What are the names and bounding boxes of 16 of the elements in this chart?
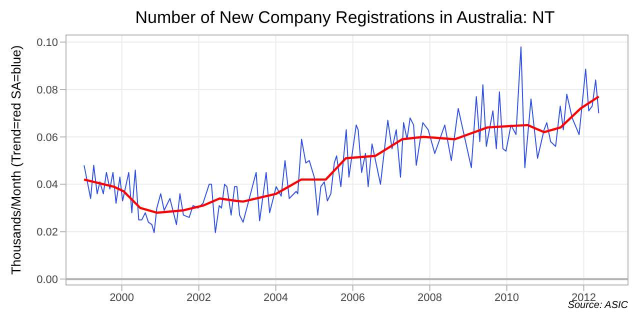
y-tick-label: 0.06	[36, 132, 58, 144]
y-axis-title: Thousands/Month (Trend=red SA=blue)	[8, 45, 24, 275]
y-tick-label: 0.00	[36, 274, 58, 286]
x-tick-label: 2004	[264, 292, 288, 304]
x-tick-label: 2010	[494, 292, 519, 304]
x-tick-label: 2008	[418, 292, 442, 304]
y-tick-label: 0.10	[36, 37, 58, 50]
y-tick-label: 0.02	[36, 226, 58, 239]
x-tick-label: 2000	[110, 292, 134, 304]
y-tick-label: 0.04	[36, 179, 58, 192]
y-tick-label: 0.08	[36, 84, 58, 96]
chart-title: Number of New Company Registrations in Australia: NT	[134, 8, 556, 28]
x-tick-label: 2006	[340, 292, 366, 304]
line-series	[84, 46, 600, 234]
line-series	[82, 96, 600, 214]
x-tick-label: 2002	[186, 292, 212, 304]
